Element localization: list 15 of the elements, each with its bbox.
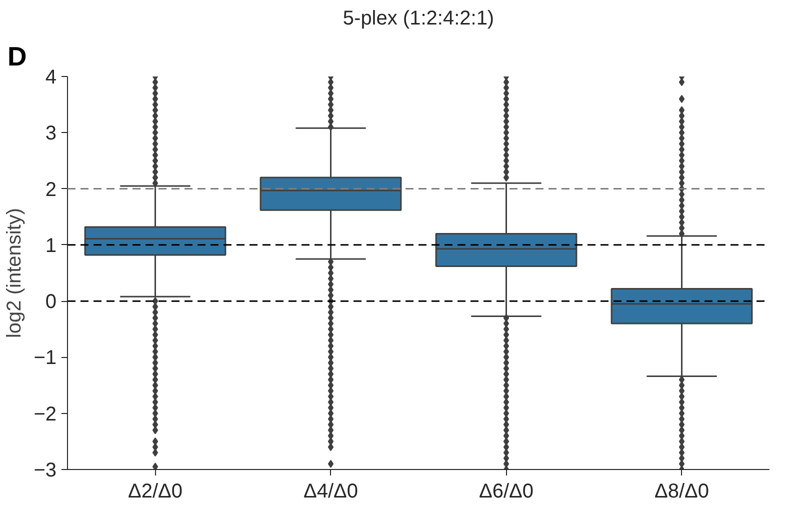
x-tick-label: Δ6/Δ0 <box>478 480 534 502</box>
y-tick-label: 0 <box>45 291 56 314</box>
y-tick-label: 4 <box>45 66 56 88</box>
x-tick-label: Δ4/Δ0 <box>303 480 358 502</box>
y-tick-label: −3 <box>34 460 57 482</box>
y-tick-label: 3 <box>45 122 56 145</box>
x-tick-label: Δ8/Δ0 <box>654 480 710 502</box>
x-tick-label: Δ2/Δ0 <box>128 480 183 502</box>
y-tick-label: 1 <box>45 234 56 257</box>
y-axis-title: log2 (intensity) <box>4 208 26 338</box>
y-tick-label: 2 <box>45 178 56 201</box>
chart-title: 5-plex (1:2:4:2:1) <box>342 8 494 30</box>
y-tick-label: −2 <box>34 403 57 426</box>
y-tick-label: −1 <box>34 347 57 370</box>
text: D <box>8 42 27 72</box>
